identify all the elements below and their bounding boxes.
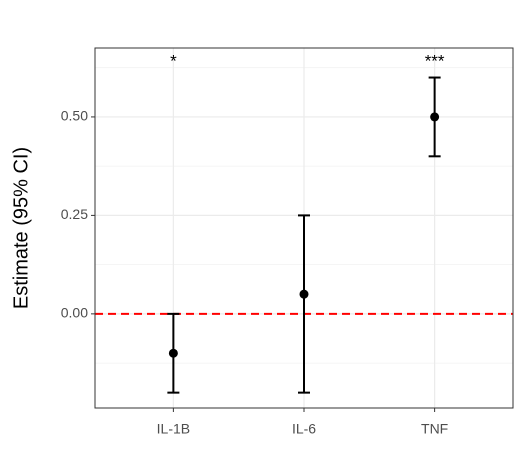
- x-tick-label: TNF: [421, 421, 448, 437]
- x-tick-label: IL-1B: [157, 421, 190, 437]
- y-tick-label: 0.25: [61, 206, 88, 222]
- point: [299, 289, 309, 299]
- significance-label: *: [170, 51, 177, 70]
- panel-border: [94, 47, 514, 409]
- y-tick-label: 0.00: [61, 305, 88, 321]
- significance-label: ***: [425, 51, 445, 70]
- y-tick-label: 0.50: [61, 108, 88, 124]
- point: [168, 348, 178, 358]
- x-tick-label: IL-6: [292, 421, 316, 437]
- point: [430, 112, 440, 122]
- y-axis-label: Estimate (95% CI): [10, 147, 32, 309]
